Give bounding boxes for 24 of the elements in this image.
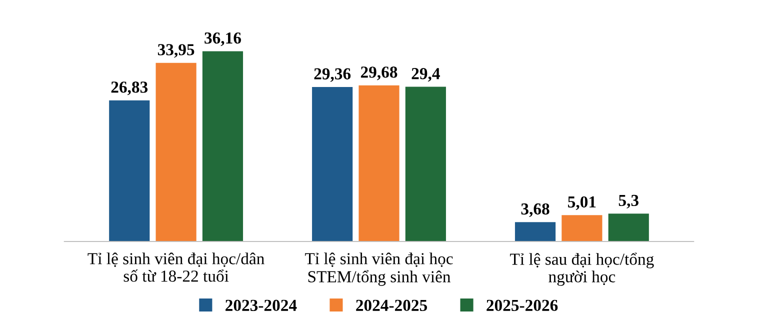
bar — [156, 62, 196, 242]
bar — [608, 214, 649, 242]
bar — [562, 215, 602, 242]
data-label: 26,83 — [111, 82, 148, 96]
legend-label: 2023-2024 — [226, 300, 297, 312]
bar — [109, 100, 150, 242]
bar — [202, 51, 244, 242]
bar — [312, 87, 353, 242]
x-tick-label: Tỉ lệ sinh viên đại học STEM/tổng sinh viên — [305, 252, 453, 286]
data-label: 36,16 — [204, 32, 241, 46]
data-label: 29,36 — [314, 68, 351, 82]
data-label: 29,68 — [360, 66, 398, 80]
data-label: 5,01 — [568, 196, 596, 210]
bar — [358, 85, 400, 242]
data-label: 33,95 — [158, 44, 194, 58]
data-label: 29,4 — [412, 68, 440, 82]
data-label: 3,68 — [521, 203, 550, 217]
bar — [405, 86, 446, 242]
bar — [514, 222, 556, 242]
legend-label: 2025-2026 — [486, 300, 558, 312]
x-tick-label: Tỉ lệ sau đại học/tổng người học — [510, 252, 654, 286]
legend-label: 2024-2025 — [356, 300, 427, 312]
x-tick-label: Tỉ lệ sinh viên đại học/dân số từ 18-22 tuổi — [88, 252, 264, 282]
data-label: 5,3 — [618, 194, 638, 208]
